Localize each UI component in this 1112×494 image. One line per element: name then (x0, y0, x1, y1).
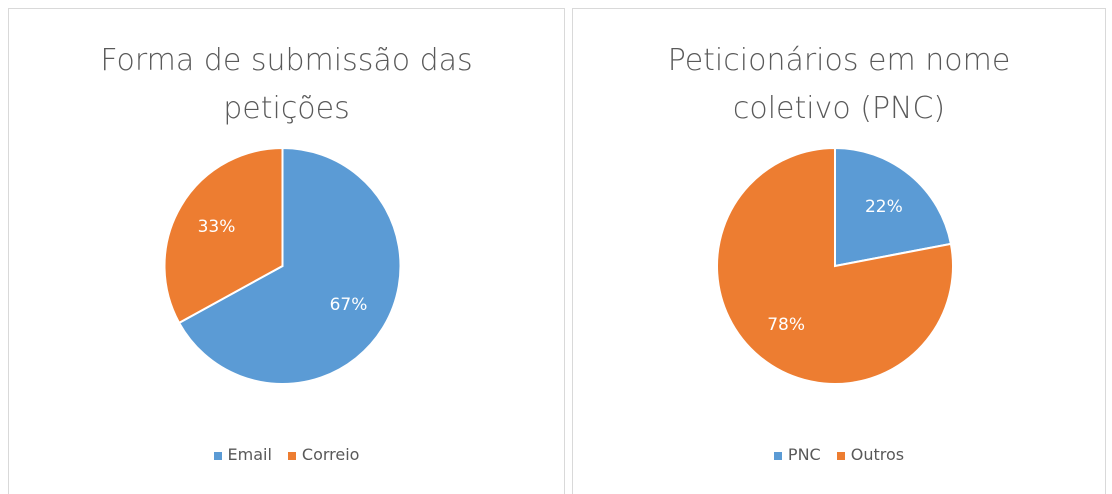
pie-slice (716, 146, 954, 385)
legend-label: Outros (850, 445, 905, 464)
legend-item: PNC (773, 445, 821, 464)
chart-panel: Forma de submissão das petições 67% 33% Ema… (8, 8, 565, 494)
data-label: 33% (198, 217, 236, 237)
legend-label: PNC (787, 445, 821, 464)
legend-item: Outros (836, 445, 905, 464)
legend-marker (836, 451, 845, 460)
data-label: 67% (330, 295, 368, 315)
legend-label: Email (227, 445, 272, 464)
legend: Email Correio (9, 445, 564, 464)
legend-item: Correio (287, 445, 360, 464)
data-label: 22% (865, 197, 903, 217)
legend-label: Correio (301, 445, 360, 464)
chart-panel: Peticionários em nome coletivo (PNC) 22% 7… (572, 8, 1106, 494)
legend-marker (287, 451, 296, 460)
legend-marker (773, 451, 782, 460)
data-label: 78% (767, 315, 805, 335)
legend-marker (213, 451, 222, 460)
legend-item: Email (213, 445, 272, 464)
chart-title: Peticionários em nome coletivo (PNC) (667, 43, 1011, 126)
chart-title: Forma de submissão das petições (100, 43, 473, 126)
pie-slice (177, 146, 402, 385)
pie-slice (834, 146, 953, 268)
pie-area: 67% 33% (163, 146, 402, 385)
pie-area: 22% 78% (716, 146, 954, 385)
legend: PNC Outros (573, 445, 1105, 464)
pie-slice (163, 146, 284, 325)
